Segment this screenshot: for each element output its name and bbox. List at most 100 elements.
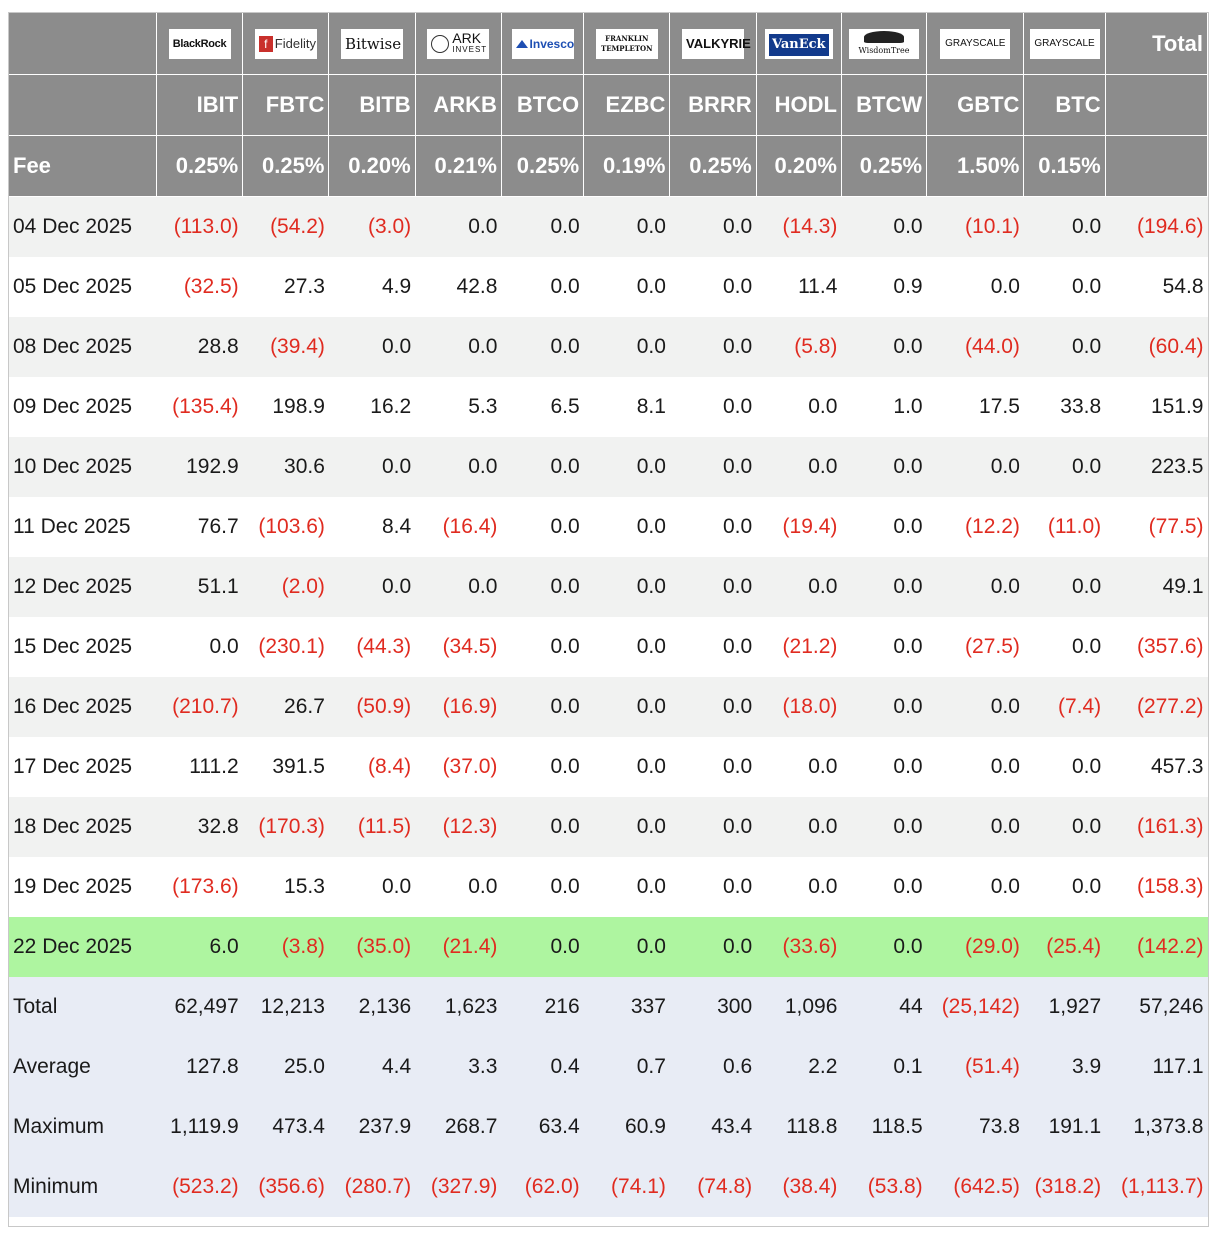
row-label: Total bbox=[9, 977, 157, 1037]
summary-row-total: Total 62,497 12,213 2,136 1,623 216 337 300 1,09… bbox=[9, 977, 1208, 1037]
etf-flow-table-container: BlackRock f Fidelity Bitwise ARK INVEST In… bbox=[8, 12, 1209, 1227]
flow-cell: 17.5 bbox=[926, 377, 1024, 437]
row-label: 05 Dec 2025 bbox=[9, 257, 157, 317]
daily-row: 09 Dec 2025 (135.4) 198.9 16.2 5.3 6.5 8.1 0.0 0… bbox=[9, 377, 1208, 437]
flow-cell: 457.3 bbox=[1105, 737, 1208, 797]
flow-cell: 0.0 bbox=[583, 677, 670, 737]
flow-cell: 0.0 bbox=[501, 497, 584, 557]
flow-cell: 0.9 bbox=[841, 257, 927, 317]
flow-cell: 0.0 bbox=[669, 797, 757, 857]
flow-cell: 192.9 bbox=[156, 437, 243, 497]
flow-cell: 0.0 bbox=[756, 557, 842, 617]
flow-cell: (29.0) bbox=[926, 917, 1024, 977]
flow-cell: 60.9 bbox=[583, 1097, 670, 1157]
fee-header-row: Fee 0.25% 0.25% 0.20% 0.21% 0.25% 0.19% 0.25% 0… bbox=[9, 135, 1208, 197]
logo-cell-franklin: FRANKLIN TEMPLETON bbox=[583, 13, 671, 75]
flow-cell: 2.2 bbox=[756, 1037, 842, 1097]
flow-cell: 0.0 bbox=[501, 557, 584, 617]
flow-cell: 0.0 bbox=[841, 857, 927, 917]
flow-cell: 0.0 bbox=[756, 737, 842, 797]
flow-cell: 0.0 bbox=[501, 797, 584, 857]
logo-cell-invesco: Invesco bbox=[501, 13, 585, 75]
flow-cell: (318.2) bbox=[1023, 1157, 1106, 1217]
grayscale-logo: GRAYSCALE bbox=[940, 28, 1011, 59]
flow-cell: 0.0 bbox=[669, 737, 757, 797]
flow-cell: 0.0 bbox=[583, 797, 670, 857]
flow-cell: (74.8) bbox=[669, 1157, 757, 1217]
flow-cell: 0.0 bbox=[756, 797, 842, 857]
flow-cell: (5.8) bbox=[756, 317, 842, 377]
flow-cell: 0.0 bbox=[415, 437, 502, 497]
flow-cell: (53.8) bbox=[841, 1157, 927, 1217]
flow-cell: 198.9 bbox=[242, 377, 329, 437]
flow-cell: 237.9 bbox=[328, 1097, 416, 1157]
logo-cell-bitwise: Bitwise bbox=[328, 13, 416, 75]
invesco-logo-text: Invesco bbox=[529, 36, 575, 51]
flow-cell: (33.6) bbox=[756, 917, 842, 977]
flow-cell: 0.0 bbox=[1023, 317, 1106, 377]
flow-cell: (77.5) bbox=[1105, 497, 1208, 557]
flow-cell: 30.6 bbox=[242, 437, 329, 497]
flow-cell: 0.0 bbox=[583, 617, 670, 677]
logo-cell-blackrock: BlackRock bbox=[156, 13, 244, 75]
vaneck-logo-text: VanEck bbox=[768, 33, 829, 56]
flow-cell: 0.0 bbox=[841, 797, 927, 857]
fidelity-logo-text: Fidelity bbox=[274, 35, 316, 51]
flow-cell: 57,246 bbox=[1105, 977, 1208, 1037]
flow-cell: (642.5) bbox=[926, 1157, 1024, 1217]
flow-cell: 216 bbox=[501, 977, 584, 1037]
flow-cell: 0.0 bbox=[501, 857, 584, 917]
flow-cell: 0.0 bbox=[669, 317, 757, 377]
flow-cell: (10.1) bbox=[926, 196, 1024, 257]
row-label: Maximum bbox=[9, 1097, 157, 1157]
ark-logo: ARK INVEST bbox=[427, 28, 490, 59]
invesco-mountain-icon bbox=[515, 40, 528, 49]
flow-cell: 0.0 bbox=[1023, 437, 1106, 497]
row-label: 04 Dec 2025 bbox=[9, 196, 157, 257]
ticker-header-ezbc: EZBC bbox=[583, 74, 671, 136]
row-label: 19 Dec 2025 bbox=[9, 857, 157, 917]
flow-cell: 0.0 bbox=[583, 317, 670, 377]
daily-row: 05 Dec 2025 (32.5) 27.3 4.9 42.8 0.0 0.0 0.0 11.… bbox=[9, 257, 1208, 317]
flow-cell: 33.8 bbox=[1023, 377, 1106, 437]
flow-cell: 0.0 bbox=[328, 437, 416, 497]
flow-cell: 3.3 bbox=[415, 1037, 502, 1097]
flow-cell: (173.6) bbox=[156, 857, 243, 917]
flow-cell: (3.0) bbox=[328, 196, 416, 257]
ticker-header-fbtc: FBTC bbox=[242, 74, 330, 136]
logo-cell-wisdomtree: WisdomTree bbox=[841, 13, 928, 75]
fee-value-brrr: 0.25% bbox=[669, 135, 757, 197]
flow-cell: 49.1 bbox=[1105, 557, 1208, 617]
flow-cell: 54.8 bbox=[1105, 257, 1208, 317]
ticker-header-btc: BTC bbox=[1023, 74, 1106, 136]
flow-cell: (60.4) bbox=[1105, 317, 1208, 377]
row-label: 08 Dec 2025 bbox=[9, 317, 157, 377]
daily-row: 12 Dec 2025 51.1 (2.0) 0.0 0.0 0.0 0.0 0.0 0.0 0.… bbox=[9, 557, 1208, 617]
flow-cell: 0.0 bbox=[841, 317, 927, 377]
flow-cell: 1,623 bbox=[415, 977, 502, 1037]
flow-cell: 0.0 bbox=[841, 196, 927, 257]
flow-cell: 118.8 bbox=[756, 1097, 842, 1157]
logo-cell-vaneck: VanEck bbox=[756, 13, 842, 75]
flow-cell: 12,213 bbox=[242, 977, 329, 1037]
ticker-corner bbox=[9, 74, 157, 136]
flow-cell: 391.5 bbox=[242, 737, 329, 797]
ticker-header-btco: BTCO bbox=[501, 74, 585, 136]
flow-cell: 118.5 bbox=[841, 1097, 927, 1157]
ark-logo-circle-icon bbox=[431, 34, 450, 53]
flow-cell: 0.0 bbox=[501, 617, 584, 677]
flow-cell: 2,136 bbox=[328, 977, 416, 1037]
row-label: 11 Dec 2025 bbox=[9, 497, 157, 557]
flow-cell: 8.1 bbox=[583, 377, 670, 437]
flow-cell: (142.2) bbox=[1105, 917, 1208, 977]
flow-cell: (194.6) bbox=[1105, 196, 1208, 257]
flow-cell: (230.1) bbox=[242, 617, 329, 677]
flow-cell: (1,113.7) bbox=[1105, 1157, 1208, 1217]
flow-cell: 0.0 bbox=[669, 857, 757, 917]
flow-cell: 0.0 bbox=[328, 557, 416, 617]
flow-cell: 151.9 bbox=[1105, 377, 1208, 437]
flow-cell: 1,927 bbox=[1023, 977, 1106, 1037]
bitwise-logo: Bitwise bbox=[341, 28, 404, 59]
logo-cell-grayscale-gbtc: GRAYSCALE bbox=[926, 13, 1025, 75]
flow-cell: (7.4) bbox=[1023, 677, 1106, 737]
